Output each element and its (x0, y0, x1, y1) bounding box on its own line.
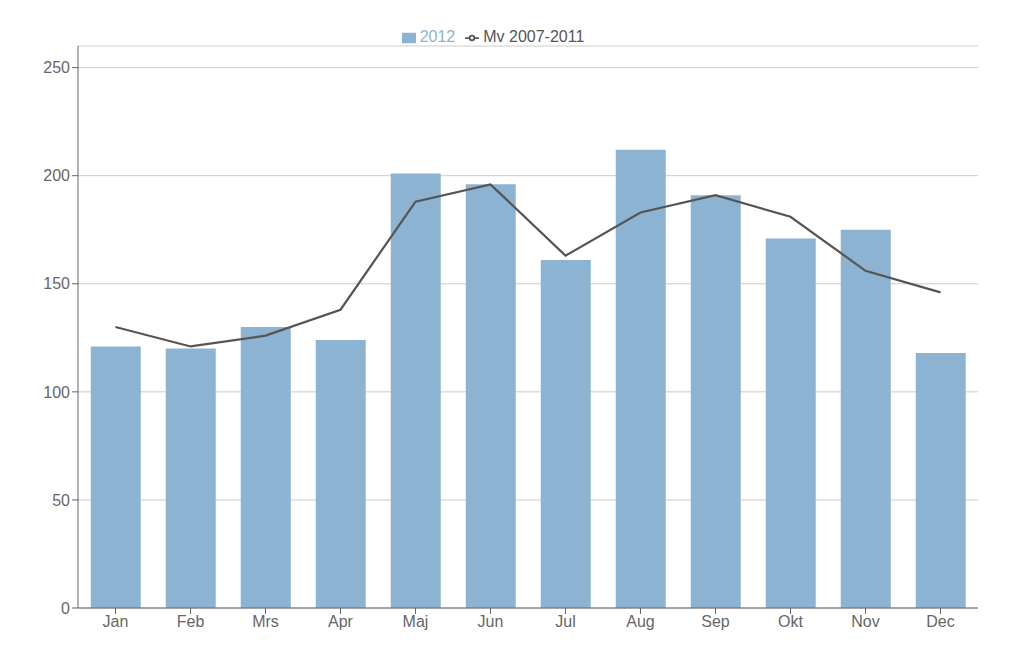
svg-text:Sep: Sep (701, 613, 730, 630)
svg-text:50: 50 (52, 492, 70, 509)
svg-text:200: 200 (43, 167, 70, 184)
svg-text:100: 100 (43, 384, 70, 401)
svg-text:Dec: Dec (926, 613, 954, 630)
html-text:2012: 2012 (419, 28, 456, 45)
html-text:Mv 2007-2011: Mv 2007-2011 (483, 28, 585, 45)
svg-text:Mrs: Mrs (252, 613, 279, 630)
svg-text:Jun: Jun (478, 613, 504, 630)
svg-text:0: 0 (61, 600, 70, 617)
svg-text:Nov: Nov (851, 613, 879, 630)
svg-text:Jul: Jul (555, 613, 575, 630)
svg-text:Maj: Maj (403, 613, 429, 630)
svg-text:Aug: Aug (626, 613, 654, 630)
svg-text:250: 250 (43, 59, 70, 76)
svg-text:Feb: Feb (177, 613, 205, 630)
svg-text:Jan: Jan (103, 613, 129, 630)
svg-text:Apr: Apr (328, 613, 354, 630)
svg-text:Okt: Okt (778, 613, 803, 630)
svg-text:150: 150 (43, 275, 70, 292)
